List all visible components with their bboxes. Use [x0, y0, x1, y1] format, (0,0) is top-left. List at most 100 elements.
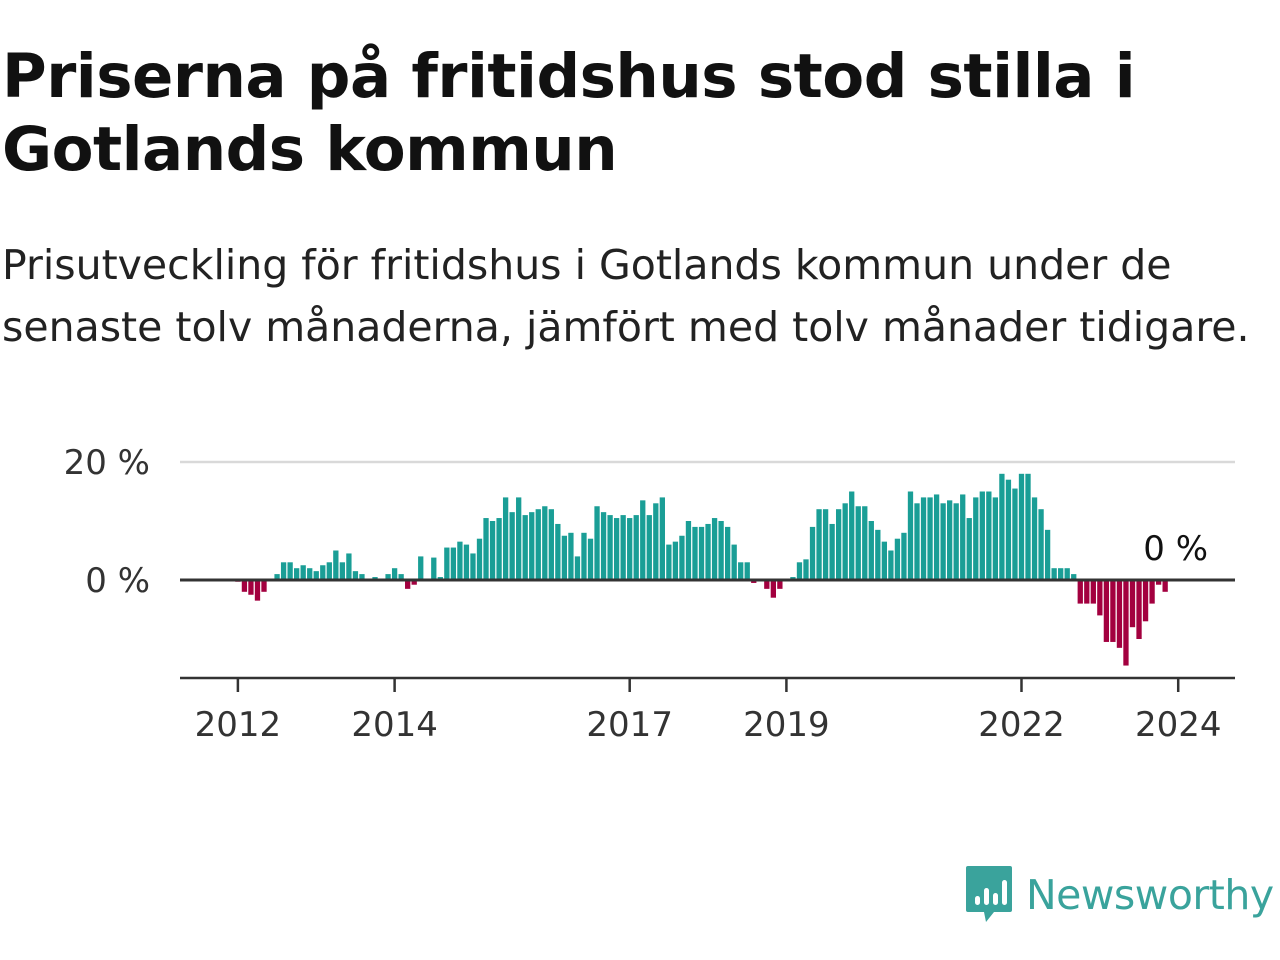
- bar: [927, 497, 933, 580]
- bar: [829, 523, 835, 580]
- x-tick-label: 2019: [743, 705, 830, 745]
- x-tick-label: 2012: [195, 705, 282, 745]
- bar: [1064, 568, 1070, 580]
- bar: [666, 544, 672, 580]
- bar: [711, 518, 718, 580]
- bar: [653, 503, 659, 580]
- bar: [261, 580, 267, 592]
- bar: [822, 509, 829, 580]
- bar: [881, 541, 888, 580]
- bar: [718, 521, 724, 580]
- y-tick-label: 20 %: [64, 443, 150, 483]
- x-tick-label: 2022: [978, 705, 1065, 745]
- bar: [385, 574, 391, 580]
- bar: [483, 518, 489, 580]
- bar: [627, 518, 633, 580]
- bar: [1051, 568, 1057, 580]
- bar: [1031, 497, 1038, 580]
- bar: [326, 562, 332, 580]
- chart-subtitle: Prisutveckling för fritidshus i Gotlands…: [2, 241, 1250, 351]
- bar: [581, 532, 587, 580]
- bar: [1025, 473, 1031, 580]
- bar: [574, 556, 581, 580]
- bar: [868, 521, 874, 580]
- bar: [535, 509, 541, 580]
- bar: [352, 571, 359, 580]
- bar: [672, 541, 679, 580]
- bar: [738, 562, 744, 580]
- newsworthy-bar-icon: [966, 866, 1012, 922]
- brand-name: Newsworthy: [1026, 871, 1274, 919]
- bar: [476, 538, 483, 580]
- end-value-label: 0 %: [1143, 529, 1208, 569]
- bar: [529, 512, 535, 580]
- bar: [300, 565, 306, 580]
- bar: [646, 515, 652, 580]
- newsworthy-logo: Newsworthy: [964, 862, 1274, 928]
- bar: [901, 532, 907, 580]
- bar: [973, 497, 979, 580]
- bar: [803, 559, 809, 580]
- bar: [1110, 580, 1116, 642]
- bar: [659, 497, 665, 580]
- bar: [731, 544, 737, 580]
- bar: [894, 538, 901, 580]
- bar: [855, 506, 861, 580]
- bar: [933, 494, 940, 580]
- chart-title: Priserna på fritidshus stod stilla i Got…: [2, 41, 1136, 185]
- bar: [1136, 580, 1142, 639]
- bar: [1123, 580, 1129, 666]
- bar: [548, 509, 554, 580]
- bar: [914, 503, 920, 580]
- bar: [600, 512, 607, 580]
- bar: [796, 562, 803, 580]
- bar: [940, 503, 946, 580]
- bar: [346, 553, 352, 580]
- bar: [999, 473, 1005, 580]
- bar: [764, 580, 770, 589]
- bar: [607, 515, 613, 580]
- bar: [496, 518, 502, 580]
- x-tick-label: 2014: [351, 705, 438, 745]
- bar: [248, 580, 254, 595]
- bar: [431, 557, 437, 580]
- bar: [875, 529, 881, 580]
- bar: [1162, 580, 1168, 592]
- bar: [1038, 509, 1044, 580]
- x-tick-label: 2017: [586, 705, 673, 745]
- bar: [613, 518, 620, 580]
- bar: [522, 515, 528, 580]
- bar: [907, 491, 914, 580]
- bar: [836, 509, 842, 580]
- bar: [953, 503, 959, 580]
- bar: [320, 565, 326, 580]
- bar: [862, 506, 868, 580]
- bar: [241, 580, 248, 592]
- bar: [333, 550, 339, 580]
- bar: [391, 568, 398, 580]
- bar: [594, 506, 600, 580]
- bar: [979, 491, 985, 580]
- bar: [705, 523, 711, 580]
- bar: [920, 497, 927, 580]
- bar: [992, 497, 999, 580]
- bar: [966, 518, 972, 580]
- bar: [274, 574, 280, 580]
- bar: [1044, 529, 1051, 580]
- bar: [450, 547, 457, 580]
- bar: [724, 526, 731, 580]
- bar-chart: 20 % 0 % 2012 2014 2017 2019 2022 2024 0 %: [64, 443, 1235, 745]
- bar: [339, 562, 346, 580]
- bar: [1058, 568, 1064, 580]
- bar: [744, 562, 750, 580]
- x-tick-label: 2024: [1135, 705, 1222, 745]
- bar: [307, 568, 313, 580]
- bar: [1005, 479, 1012, 580]
- bar: [359, 574, 365, 580]
- bar: [633, 515, 639, 580]
- bar: [1103, 580, 1110, 642]
- bar: [509, 512, 515, 580]
- bar: [287, 562, 293, 580]
- bar: [280, 562, 287, 580]
- bar: [470, 553, 476, 580]
